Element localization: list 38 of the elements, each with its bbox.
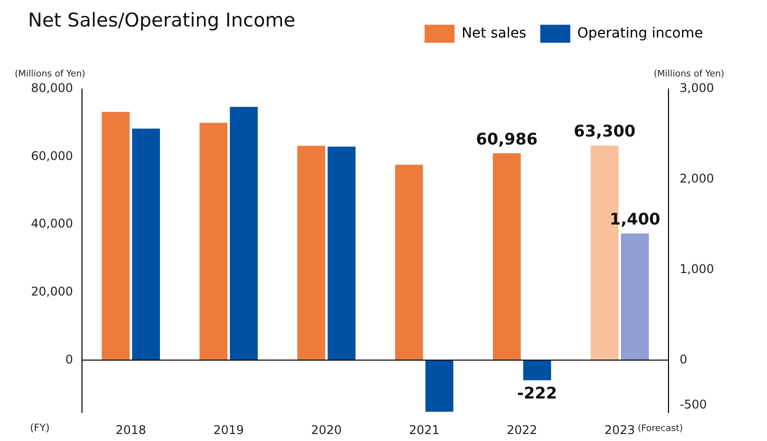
y2-tick-label: 0	[680, 352, 688, 366]
x-tick-label: 2021	[408, 422, 440, 437]
x-tick-label: 2019	[213, 422, 244, 437]
chart-title: Net Sales/Operating Income	[28, 9, 296, 32]
text: (Forecast)	[638, 424, 683, 434]
y2-tick-label: 3,000	[680, 80, 714, 95]
data-label: -222	[517, 383, 558, 402]
bar	[200, 122, 228, 360]
data-label: 63,300	[574, 122, 636, 141]
bar	[492, 153, 521, 360]
y-tick-label: 80,000	[30, 80, 73, 95]
bar	[132, 128, 160, 360]
x-tick-label: 2022	[506, 422, 538, 437]
bar	[395, 164, 423, 360]
x-tick-label: 2018	[116, 422, 146, 437]
y-tick-label: 40,000	[30, 216, 73, 231]
bar	[297, 146, 326, 360]
y-tick-label: 20,000	[30, 284, 73, 298]
bar	[425, 360, 454, 412]
y2-tick-label: 1,000	[680, 262, 714, 276]
bar	[230, 106, 258, 360]
bar	[328, 146, 356, 360]
data-label: 1,400	[610, 210, 660, 229]
y2-axis-title: (Millions of Yen)	[654, 69, 724, 80]
legend-label: Operating income	[577, 25, 704, 42]
bar	[620, 234, 649, 360]
y2-tick-label: 2,000	[680, 171, 714, 186]
bar	[102, 112, 130, 360]
data-label: 60,986	[476, 129, 538, 148]
x-tick-label: 2020	[311, 422, 342, 437]
x-axis-title: (FY)	[30, 423, 50, 434]
y2-tick-label: -500	[680, 397, 707, 412]
y-tick-label: 60,000	[30, 148, 73, 163]
legend-label: Net sales	[462, 25, 526, 42]
y-tick-label: 0	[65, 352, 73, 366]
bar	[523, 360, 552, 380]
x-tick-label: 2023	[604, 422, 636, 437]
y-axis-title: (Millions of Yen)	[14, 69, 86, 80]
